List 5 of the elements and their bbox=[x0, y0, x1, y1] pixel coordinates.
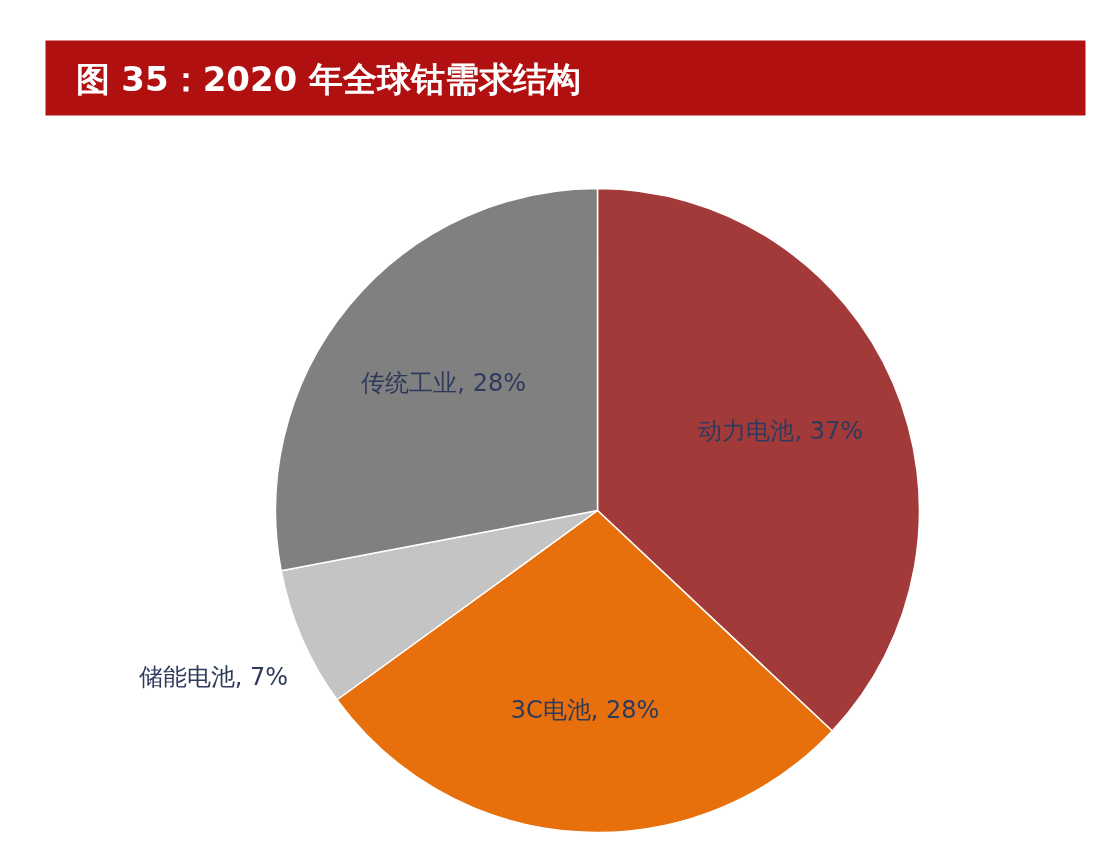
slice-label: 3C电池, 28% bbox=[510, 695, 660, 724]
slice-label: 储能电池, 7% bbox=[138, 662, 289, 691]
slice-label: 动力电池, 37% bbox=[698, 417, 864, 446]
slice-label: 传统工业, 28% bbox=[361, 369, 526, 398]
chart-title: 图 35：2020 年全球钴需求结构 bbox=[75, 58, 582, 99]
